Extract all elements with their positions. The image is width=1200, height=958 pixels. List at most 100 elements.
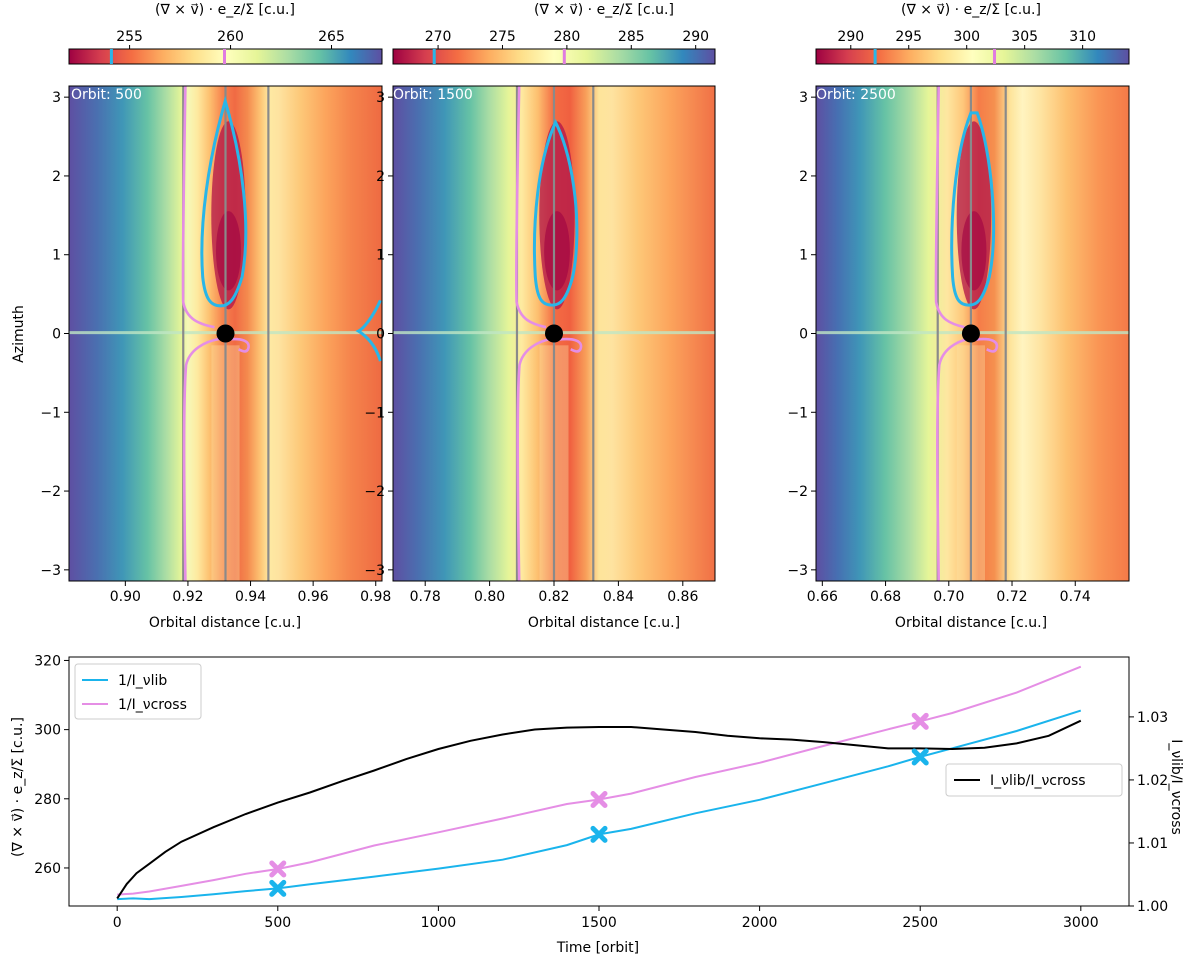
colorbar-tick-label-2-2: 280 bbox=[554, 29, 581, 45]
x-axis-label-3: Orbital distance [c.u.] bbox=[895, 615, 1047, 631]
x-tick-label-1-1: 0.92 bbox=[172, 589, 203, 605]
colorbar-label-1: (∇ × v⃗) · e_z/Σ [c.u.] bbox=[155, 2, 295, 18]
x-tick-label-2-3: 0.84 bbox=[603, 589, 634, 605]
colorbar-tick-label-2-1: 275 bbox=[489, 29, 516, 45]
planet-marker-1 bbox=[216, 324, 235, 343]
time-x-tick-label-2: 1000 bbox=[421, 915, 457, 931]
time-y-tick-label-right-2: 1.02 bbox=[1137, 773, 1168, 789]
legend-entry-ratio: I_νlib/I_νcross bbox=[990, 773, 1086, 789]
colorbar-tick-label-1-0: 255 bbox=[116, 29, 143, 45]
series-line-2 bbox=[116, 719, 1082, 899]
legend-right: I_νlib/I_νcross bbox=[945, 763, 1123, 797]
colorbar-tick-label-2-0: 270 bbox=[425, 29, 452, 45]
y-tick-label-3-5: 2 bbox=[799, 169, 808, 185]
y-tick-label-1-4: 1 bbox=[52, 248, 61, 264]
y-tick-label-1-6: 3 bbox=[52, 90, 61, 106]
contour-cross-upper-1 bbox=[181, 86, 215, 329]
legend-entry-lib: 1/I_νlib bbox=[118, 673, 167, 689]
vortex-core-inner-1 bbox=[215, 211, 242, 291]
y-axis-label-left: (∇ × v⃗) · e_z/Σ [c.u.] bbox=[10, 717, 26, 857]
contour-lib-2 bbox=[532, 118, 579, 307]
contour-cross-lower-3 bbox=[936, 337, 969, 581]
vortex-core-inner-3 bbox=[961, 211, 987, 291]
snapshot-marker-1-2 bbox=[911, 712, 929, 730]
colorbar-tick-label-3-1: 295 bbox=[895, 29, 922, 45]
contour-lib-edge-1 bbox=[355, 299, 382, 362]
time-y-tick-label-left-3: 320 bbox=[34, 653, 61, 669]
colorbar-tick-label-3-2: 300 bbox=[953, 29, 980, 45]
y-tick-label-3-6: 3 bbox=[799, 90, 808, 106]
panel-orbit-2500: (∇ × v⃗) · e_z/Σ [c.u.] 290 295 300 305 310 … bbox=[787, 2, 1130, 631]
snapshot-marker-0-2 bbox=[911, 748, 929, 766]
snapshot-marker-1-0 bbox=[269, 860, 287, 878]
legend-left: 1/I_νlib 1/I_νcross bbox=[74, 663, 202, 720]
y-tick-label-3-2: −1 bbox=[787, 405, 808, 421]
axes-1: 0.90 0.92 0.94 0.96 0.98 −3 −2 −1 0 1 2 3 bbox=[40, 85, 391, 605]
y-axis-label-right: I_νlib/I_νcross bbox=[1168, 739, 1184, 835]
y-tick-label-1-1: −2 bbox=[40, 484, 61, 500]
series-line-1 bbox=[117, 665, 1082, 896]
x-tick-label-1-4: 0.98 bbox=[360, 589, 391, 605]
colorbar-label-2: (∇ × v⃗) · e_z/Σ [c.u.] bbox=[534, 2, 674, 18]
x-axis-label-1: Orbital distance [c.u.] bbox=[149, 615, 301, 631]
time-x-tick-label-4: 2000 bbox=[742, 915, 778, 931]
panel-time-series: 0 500 1000 1500 2000 2500 3000 260 280 300 320 1.00… bbox=[10, 653, 1184, 956]
x-tick-label-2-2: 0.82 bbox=[538, 589, 569, 605]
snapshot-marker-1-1 bbox=[590, 790, 608, 808]
x-tick-label-2-0: 0.78 bbox=[410, 589, 441, 605]
contour-cross-lower-2 bbox=[516, 337, 552, 581]
contour-cross-upper-3 bbox=[934, 86, 965, 329]
legend-left-frame bbox=[74, 663, 202, 720]
x-tick-label-3-4: 0.74 bbox=[1060, 589, 1091, 605]
snapshot-marker-0-0 bbox=[269, 879, 287, 897]
x-tick-label-1-3: 0.96 bbox=[298, 589, 329, 605]
time-x-tick-label-3: 1500 bbox=[581, 915, 617, 931]
y-tick-label-2-5: 2 bbox=[376, 169, 385, 185]
contour-lib-3 bbox=[950, 111, 996, 307]
contour-cross-hook-2 bbox=[557, 337, 583, 353]
colorbar-tick-label-3-0: 290 bbox=[837, 29, 864, 45]
x-tick-label-3-2: 0.70 bbox=[933, 589, 964, 605]
time-y-tick-label-right-3: 1.03 bbox=[1137, 710, 1168, 726]
y-tick-label-3-0: −3 bbox=[787, 563, 808, 579]
colorbar-3: 290 295 300 305 310 bbox=[815, 29, 1130, 65]
axes-2: 0.78 0.80 0.82 0.84 0.86 −3 −2 −1 0 1 2 3 bbox=[364, 85, 716, 605]
planet-marker-2 bbox=[545, 324, 563, 343]
x-axis-label-2: Orbital distance [c.u.] bbox=[528, 615, 680, 631]
y-tick-label-2-4: 1 bbox=[376, 248, 385, 264]
time-y-tick-label-left-0: 260 bbox=[34, 861, 61, 877]
time-x-tick-label-0: 0 bbox=[113, 915, 122, 931]
contour-overlay-3 bbox=[934, 86, 1007, 581]
contour-lib-1 bbox=[200, 95, 248, 308]
x-tick-label-1-2: 0.94 bbox=[235, 589, 266, 605]
y-tick-label-2-0: −3 bbox=[364, 563, 385, 579]
legend-right-frame bbox=[945, 763, 1123, 797]
contour-cross-lower-1 bbox=[182, 337, 220, 581]
colorbar-gradient-3 bbox=[815, 48, 1130, 65]
vortex-core-inner-2 bbox=[544, 211, 570, 291]
colorbar-2: 270 275 280 285 290 bbox=[392, 29, 716, 65]
time-x-tick-label-1: 500 bbox=[264, 915, 291, 931]
y-tick-label-2-2: −1 bbox=[364, 405, 385, 421]
x-axis-label-time: Time [orbit] bbox=[556, 940, 639, 956]
y-axis-label-1: Azimuth bbox=[11, 305, 27, 363]
snapshot-marker-0-1 bbox=[590, 825, 608, 843]
panel-orbit-500: (∇ × v⃗) · e_z/Σ [c.u.] 255 260 265 Orbit:… bbox=[11, 2, 391, 631]
colorbar-tick-label-1-2: 265 bbox=[318, 29, 345, 45]
y-tick-label-3-3: 0 bbox=[799, 327, 808, 343]
colorbar-tick-label-3-3: 305 bbox=[1011, 29, 1038, 45]
colorbar-label-3: (∇ × v⃗) · e_z/Σ [c.u.] bbox=[901, 2, 1041, 18]
x-tick-label-3-0: 0.66 bbox=[807, 589, 838, 605]
time-y-tick-label-right-1: 1.01 bbox=[1137, 836, 1168, 852]
time-x-tick-label-5: 2500 bbox=[902, 915, 938, 931]
y-tick-label-1-5: 2 bbox=[52, 169, 61, 185]
colorbar-tick-label-2-4: 290 bbox=[682, 29, 709, 45]
time-y-tick-label-left-2: 300 bbox=[34, 723, 61, 739]
orbit-annotation-3: Orbit: 2500 bbox=[816, 87, 896, 103]
colorbar-tick-label-2-3: 285 bbox=[618, 29, 645, 45]
contour-cross-hook-3 bbox=[974, 337, 999, 353]
x-tick-label-3-1: 0.68 bbox=[870, 589, 901, 605]
x-tick-label-3-3: 0.72 bbox=[996, 589, 1027, 605]
y-tick-label-2-3: 0 bbox=[376, 327, 385, 343]
